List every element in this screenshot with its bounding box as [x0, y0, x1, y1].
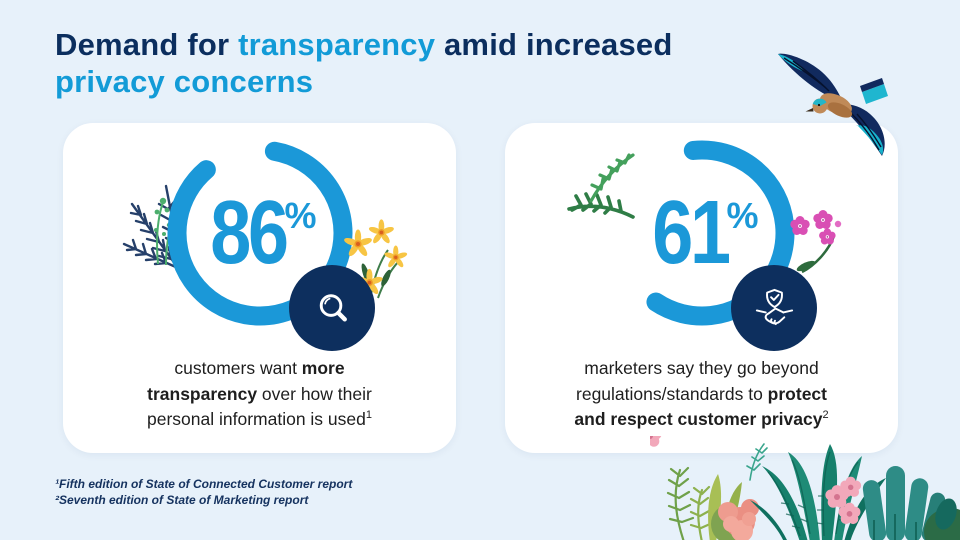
percent-sign: %: [726, 195, 759, 236]
stat-description: marketers say they go beyond regulations/…: [574, 358, 829, 429]
stat-description: customers want more transparency over how…: [147, 358, 372, 429]
percent-number: 61: [652, 183, 732, 283]
pink-flowers: [650, 436, 862, 525]
flying-bird-illustration: [778, 53, 888, 156]
donut-ring-61: 61 %: [602, 133, 802, 333]
page-title: Demand for transparency amid increased p…: [55, 26, 673, 100]
shield-handshake-icon: [755, 288, 793, 325]
left-fern: [666, 466, 712, 540]
orchid-flowers-decoration: [790, 210, 842, 274]
magnifying-glass-icon: [319, 293, 347, 321]
title-line-1: Demand for transparency amid increased: [55, 26, 673, 63]
percent-number: 86: [210, 183, 290, 283]
right-teal-bush: [862, 466, 960, 540]
thin-sprig: [746, 443, 768, 481]
stat-value: 61 %: [602, 133, 802, 333]
stat-icon-badge: [289, 265, 375, 351]
tropical-plants-decoration: [650, 436, 960, 540]
footnote-2: ²Seventh edition of State of Marketing r…: [55, 492, 309, 507]
title-highlight: transparency: [238, 27, 436, 62]
progress-ring-chart: [167, 140, 352, 326]
footnotes: ¹Fifth edition of State of Connected Cus…: [55, 477, 352, 508]
percent-sign: %: [284, 195, 317, 236]
title-text: Demand for: [55, 27, 239, 62]
leaf-sprigs-decoration: [567, 153, 635, 219]
progress-ring-chart: [609, 140, 794, 326]
teal-fronds: [750, 444, 886, 540]
footnote-1: ¹Fifth edition of State of Connected Cus…: [55, 477, 353, 491]
daffodil-flowers-decoration: [344, 219, 408, 301]
stat-icon-badge: [731, 265, 817, 351]
salmon-bloom: [711, 499, 759, 540]
donut-ring-86: 86 %: [160, 133, 360, 333]
stat-card-transparency: 86 %: [63, 123, 456, 453]
title-text: amid increased: [435, 27, 673, 62]
stat-value: 86 %: [160, 133, 360, 333]
title-line-2: privacy concerns: [55, 64, 314, 99]
stat-card-privacy: 61 %: [505, 123, 898, 453]
